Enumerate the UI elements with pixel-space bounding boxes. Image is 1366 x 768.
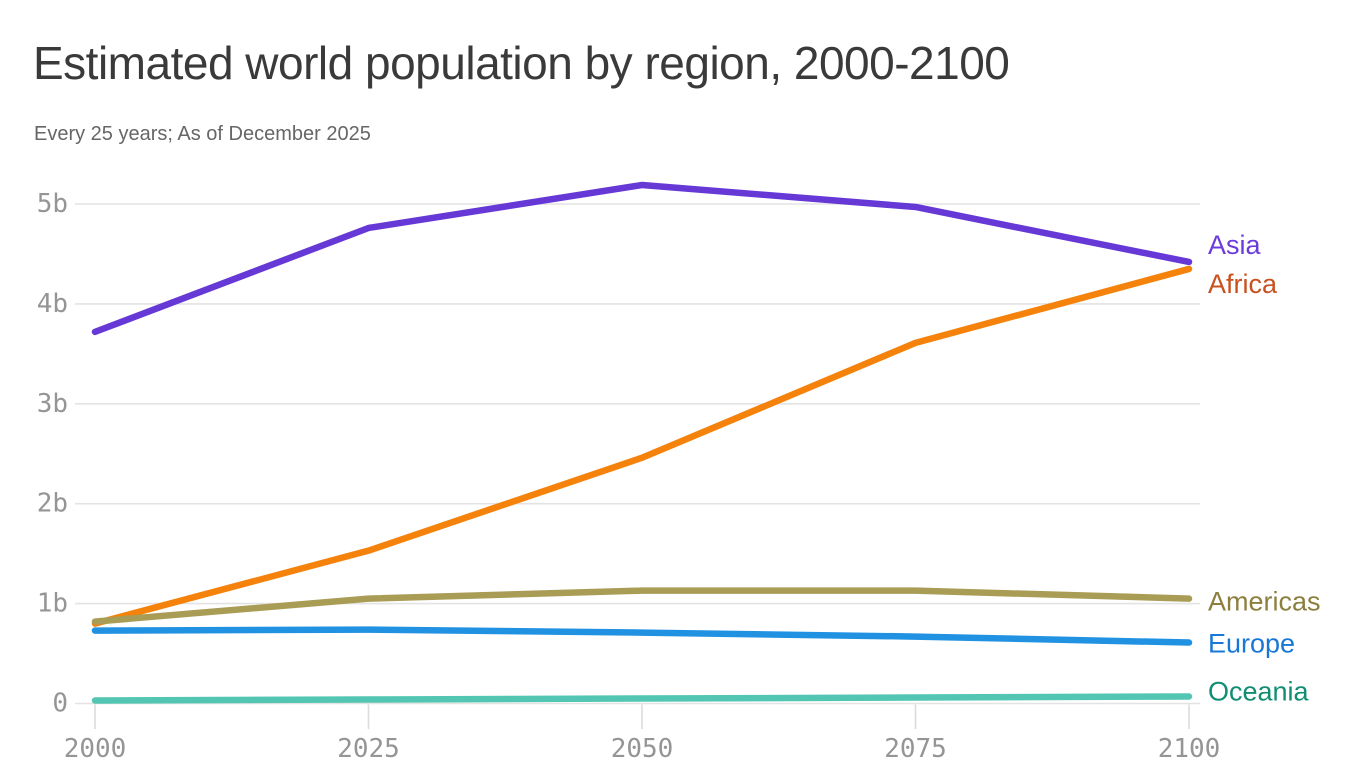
x-tick-label: 2025 [337,734,400,764]
y-tick-label: 2b [37,489,68,519]
line-europe [91,626,1193,646]
series-label-africa: Africa [1208,269,1278,299]
series-label-oceania: Oceania [1208,677,1310,707]
series-label-europe: Europe [1208,629,1295,659]
series-labels: Asia Africa Americas Europe Oceania [1208,230,1321,707]
series-label-americas: Americas [1208,587,1321,617]
series-label-asia: Asia [1208,230,1262,260]
y-tick-label: 0 [52,689,68,719]
x-axis-labels: 2000 2025 2050 2075 2100 [64,734,1221,764]
x-tick-label: 2000 [64,734,127,764]
line-africa [91,265,1193,627]
gridlines [75,203,1200,705]
line-americas [91,587,1193,625]
y-axis-labels: 0 1b 2b 3b 4b 5b [37,189,68,719]
y-tick-label: 5b [37,189,68,219]
y-tick-label: 4b [37,289,68,319]
chart-subtitle: Every 25 years; As of December 2025 [34,123,371,145]
x-axis-ticks [94,704,1190,729]
chart-title: Estimated world population by region, 20… [33,37,1010,89]
line-asia [91,181,1193,336]
series-lines [91,181,1193,704]
x-tick-label: 2050 [611,734,674,764]
y-tick-label: 1b [37,589,68,619]
x-tick-label: 2075 [884,734,947,764]
line-oceania [91,693,1193,704]
y-tick-label: 3b [37,389,68,419]
x-tick-label: 2100 [1158,734,1221,764]
